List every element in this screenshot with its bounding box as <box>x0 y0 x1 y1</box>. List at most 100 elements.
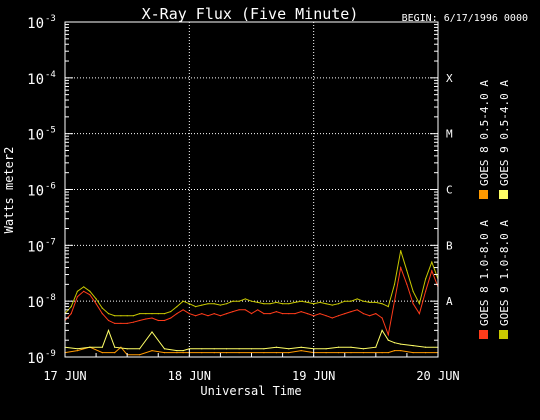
data-point <box>95 303 97 305</box>
begin-timestamp: BEGIN: 6/17/1996 0000 <box>402 13 528 24</box>
data-point <box>431 270 433 272</box>
data-point <box>294 301 296 303</box>
legend-swatch <box>499 190 508 199</box>
data-point <box>244 298 246 300</box>
data-point <box>294 313 296 315</box>
data-point <box>207 315 209 317</box>
data-point <box>350 311 352 313</box>
data-point <box>406 270 408 272</box>
data-point <box>250 352 253 354</box>
y-tick-label: 10 <box>27 351 44 367</box>
data-point <box>400 250 402 252</box>
data-point <box>151 317 153 319</box>
data-point <box>362 300 364 302</box>
data-point <box>412 303 414 305</box>
data-point <box>257 301 259 303</box>
data-point <box>76 350 78 352</box>
x-tick-label: 20 JUN <box>416 369 459 383</box>
y-tick-label: 10 <box>27 184 44 200</box>
data-point <box>412 345 414 347</box>
legend-swatch <box>479 190 488 199</box>
data-point <box>381 317 383 319</box>
data-point <box>337 346 340 348</box>
legend-swatch <box>479 330 488 339</box>
data-point <box>226 348 228 350</box>
x-tick-label: 17 JUN <box>43 369 86 383</box>
data-point <box>425 278 427 280</box>
data-point <box>250 313 253 315</box>
data-point <box>325 315 327 317</box>
data-point <box>139 348 141 350</box>
y-tick-exponent: -5 <box>45 126 56 136</box>
data-point <box>393 342 396 344</box>
data-point <box>282 303 284 305</box>
data-point <box>387 306 389 308</box>
data-point <box>163 352 166 354</box>
data-point <box>238 300 240 302</box>
data-point <box>400 343 402 345</box>
flare-class-labels: A B C M X <box>446 72 453 308</box>
data-point <box>375 352 377 354</box>
x-tick-labels: 17 JUN 18 JUN 19 JUN 20 JUN <box>43 349 460 383</box>
data-point <box>213 352 215 354</box>
y-tick-label: 10 <box>27 128 44 144</box>
data-point <box>238 348 240 350</box>
data-point <box>176 352 178 354</box>
data-point <box>337 315 340 317</box>
data-point <box>182 350 184 352</box>
data-point <box>400 350 402 352</box>
data-point <box>250 300 253 302</box>
data-point <box>288 313 290 315</box>
data-point <box>207 303 209 305</box>
data-point <box>176 350 178 352</box>
data-point <box>114 346 116 348</box>
data-point <box>325 348 327 350</box>
data-point <box>201 348 203 350</box>
series-layer <box>64 250 439 356</box>
data-point <box>306 313 309 315</box>
data-point <box>151 331 153 333</box>
flare-class-label: A <box>446 295 453 308</box>
data-point <box>114 322 116 324</box>
data-point <box>275 311 277 313</box>
data-point <box>213 303 215 305</box>
data-point <box>313 315 315 317</box>
data-point <box>306 301 309 303</box>
data-point <box>76 290 78 292</box>
data-point <box>356 309 358 311</box>
data-point <box>139 313 141 315</box>
data-point <box>163 348 166 350</box>
data-point <box>362 348 364 350</box>
data-point <box>107 313 110 315</box>
data-point <box>219 304 221 306</box>
data-point <box>325 303 327 305</box>
data-point <box>425 290 427 292</box>
data-point <box>182 309 184 311</box>
data-point <box>89 290 91 292</box>
x-tick-label: 19 JUN <box>292 369 335 383</box>
data-point <box>381 329 383 331</box>
data-point <box>412 352 414 354</box>
flare-class-label: B <box>446 239 453 252</box>
y-axis-label: Watts meter2 <box>2 147 16 234</box>
data-point <box>431 261 433 263</box>
data-point <box>70 306 72 308</box>
data-point <box>350 352 352 354</box>
data-point <box>195 306 197 308</box>
data-point <box>219 315 221 317</box>
data-point <box>375 346 377 348</box>
data-point <box>418 313 420 315</box>
data-point <box>176 306 178 308</box>
y-tick-label: 10 <box>27 72 44 88</box>
data-point <box>387 334 389 336</box>
flare-class-label: C <box>446 184 453 197</box>
data-point <box>70 313 72 315</box>
data-point <box>89 346 91 348</box>
data-point <box>120 322 122 324</box>
legend-label: GOES 8 1.0-8.0 A <box>478 220 491 326</box>
data-point <box>344 313 346 315</box>
data-point <box>238 352 240 354</box>
data-point <box>201 352 203 354</box>
data-point <box>114 315 116 317</box>
